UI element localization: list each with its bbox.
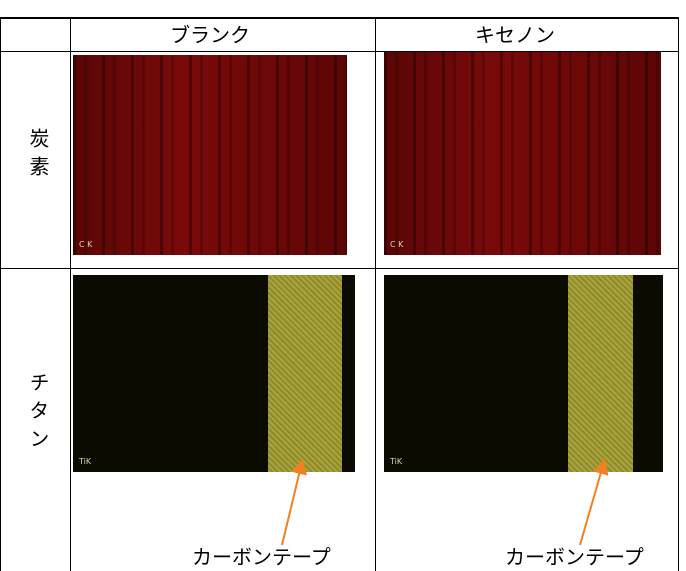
arrows: [0, 0, 686, 571]
page: ブランク キセノン 炭素 チタン C K C K TiK TiK カーボンテープ…: [0, 0, 686, 571]
arrow: [282, 462, 302, 545]
annotation: カーボンテープ: [505, 541, 644, 570]
annotation: カーボンテープ: [192, 541, 331, 570]
arrow: [580, 462, 604, 545]
